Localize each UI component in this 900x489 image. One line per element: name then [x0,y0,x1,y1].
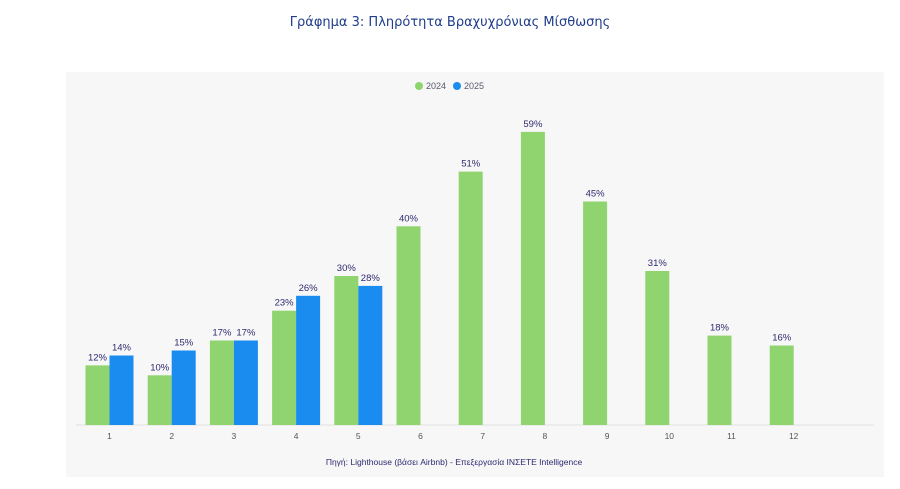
bar-2024-month-12 [769,345,794,425]
x-tick-labels: 1 2 3 4 5 6 7 8 9 10 11 12 [107,431,799,441]
bar-chart: 2024 2025 12% 14% 10% 15% 17% 17% 23% 26% 30% 28%… [76,81,874,467]
value-label-2024-month-4: 23% [275,298,295,309]
bar-2024-month-7 [458,171,483,425]
x-tick-label-9: 9 [605,431,610,441]
value-label-2024-month-11: 18% [710,323,730,334]
value-label-2024-month-3: 17% [212,328,232,339]
x-tick-label-2: 2 [169,431,174,441]
value-label-2025-month-1: 14% [112,343,132,354]
bar-2024-month-8 [520,131,545,425]
value-label-2024-month-12: 16% [772,333,792,344]
bars-layer [85,131,794,425]
value-label-2024-month-6: 40% [399,213,419,224]
value-label-2024-month-2: 10% [150,362,170,373]
x-tick-label-12: 12 [789,431,799,441]
x-tick-label-6: 6 [418,431,423,441]
value-label-2024-month-9: 45% [586,189,606,200]
value-label-2024-month-8: 59% [523,119,543,130]
value-label-2025-month-5: 28% [361,273,381,284]
bar-2024-month-1 [85,365,110,425]
x-tick-label-10: 10 [665,431,675,441]
bar-2024-month-4 [272,310,297,425]
bar-2025-month-5 [358,285,383,425]
x-tick-label-4: 4 [294,431,299,441]
bar-2024-month-10 [645,271,670,425]
x-tick-label-5: 5 [356,431,361,441]
value-label-2024-month-5: 30% [337,263,357,274]
legend-label-2024: 2024 [426,81,446,91]
bar-2025-month-1 [109,355,134,425]
value-label-2025-month-4: 26% [299,283,319,294]
page-title: Γράφημα 3: Πληρότητα Βραχυχρόνιας Μίσθωσ… [289,15,611,30]
bar-2024-month-9 [583,201,608,425]
x-tick-label-8: 8 [543,431,548,441]
legend-marker-2025 [453,82,461,90]
legend: 2024 2025 [415,81,484,91]
value-labels-layer: 12% 14% 10% 15% 17% 17% 23% 26% 30% 28% 40% 51% 59% 4… [88,119,792,373]
bar-2024-month-5 [334,276,359,425]
source-note: Πηγή: Lighthouse (βάσει Airbnb) - Επεξερ… [326,457,583,467]
bar-2024-month-11 [707,335,732,425]
value-label-2025-month-2: 15% [174,338,194,349]
bar-2024-month-6 [396,226,421,425]
value-label-2024-month-1: 12% [88,352,108,363]
x-tick-label-3: 3 [232,431,237,441]
chart-panel: 2024 2025 12% 14% 10% 15% 17% 17% 23% 26% 30% 28%… [66,72,884,477]
x-tick-label-11: 11 [727,431,736,441]
x-tick-label-7: 7 [480,431,485,441]
legend-marker-2024 [415,82,423,90]
value-label-2024-month-7: 51% [461,159,481,170]
value-label-2025-month-3: 17% [236,328,256,339]
bar-2025-month-4 [296,295,321,425]
value-label-2024-month-10: 31% [648,258,668,269]
legend-label-2025: 2025 [464,81,484,91]
bar-2024-month-2 [147,375,172,425]
bar-2024-month-3 [209,340,234,425]
bar-2025-month-2 [171,350,196,425]
bar-2025-month-3 [233,340,258,425]
x-tick-label-1: 1 [107,431,112,441]
